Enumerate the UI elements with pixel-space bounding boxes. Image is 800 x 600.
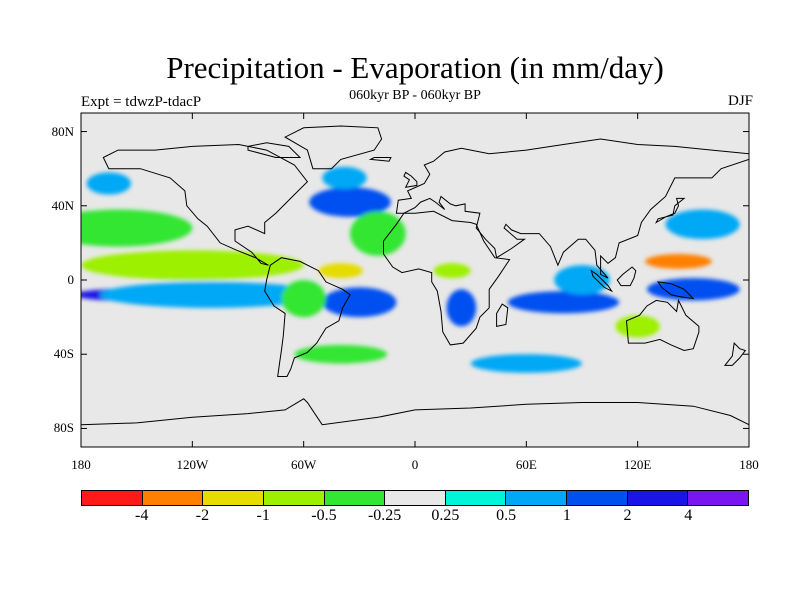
- coastline-japan: [654, 197, 686, 224]
- pme-region-11: [281, 280, 326, 318]
- colorbar-label-4: -0.25: [367, 507, 402, 524]
- coastline-sumatra: [590, 269, 614, 293]
- coastline-antarctica: [81, 398, 749, 447]
- lat-label-1: 40N: [51, 197, 74, 213]
- pme-region-19: [470, 354, 582, 373]
- pme-region-20: [294, 344, 388, 364]
- pme-region-21: [615, 315, 660, 338]
- axis-ticks: [80, 113, 750, 447]
- colorbar-swatch-10: [688, 491, 749, 505]
- pme-region-7: [322, 166, 367, 190]
- colorbar-label-9: 4: [684, 507, 693, 524]
- pme-region-5: [86, 172, 132, 195]
- lat-label-2: 0: [67, 272, 75, 287]
- lon-label-4: 60E: [515, 457, 537, 472]
- pme-region-17: [646, 278, 740, 301]
- colorbar-swatch-6: [445, 491, 507, 505]
- pme-region-4: [81, 209, 193, 247]
- colorbar-swatch-4: [324, 491, 386, 505]
- lon-label-2: 60W: [291, 457, 317, 472]
- colorbar: [81, 490, 749, 506]
- colorbar-label-8: 2: [623, 507, 632, 524]
- lat-label-4: 80S: [53, 420, 74, 436]
- colorbar-swatch-8: [567, 491, 628, 505]
- coastline-madagascar: [496, 303, 509, 328]
- colorbar-swatch-5: [385, 491, 446, 505]
- coastline-uk: [403, 171, 418, 188]
- coastline-layer: [81, 125, 749, 447]
- lon-label-6: 180: [739, 457, 759, 472]
- pme-region-10: [350, 211, 406, 256]
- chart-subtitle: 060kyr BP - 060kyr BP: [349, 88, 481, 103]
- colorbar-label-6: 0.5: [496, 507, 517, 524]
- lat-label-3: 40S: [53, 346, 74, 362]
- coastline-africa: [383, 210, 511, 346]
- coastline-iceland: [368, 157, 392, 162]
- coastline-south-america: [264, 257, 351, 377]
- coastline-new-guinea: [657, 281, 695, 300]
- colorbar-label-0: -4: [135, 507, 149, 524]
- coastline-eurasia: [395, 138, 749, 279]
- pme-region-18: [665, 209, 740, 240]
- pme-field-layer: [81, 166, 740, 373]
- coastline-north-america: [102, 143, 309, 266]
- coastline-australia: [625, 298, 700, 352]
- colorbar-label-1: -2: [195, 507, 210, 524]
- colorbar-label-3: -0.5: [311, 507, 337, 524]
- coastline-greenland: [284, 125, 383, 170]
- coastline-borneo: [616, 266, 637, 287]
- lon-label-0: 180: [71, 457, 91, 472]
- pme-region-15: [554, 265, 610, 295]
- colorbar-swatch-2: [203, 491, 264, 505]
- lon-label-3: 0: [411, 457, 419, 472]
- lon-label-5: 120E: [623, 457, 652, 472]
- pme-region-8: [318, 263, 364, 279]
- pme-region-14: [507, 291, 620, 314]
- chart-title: Precipitation - Evaporation (in mm/day): [166, 50, 664, 85]
- colorbar-swatch-7: [506, 491, 568, 505]
- map-background: [81, 113, 749, 447]
- pme-region-12: [446, 289, 477, 327]
- experiment-label: Expt = tdwzP-tdacP: [81, 94, 202, 110]
- pme-region-1: [99, 281, 323, 308]
- pme-region-9: [322, 287, 397, 318]
- colorbar-swatch-3: [263, 491, 325, 505]
- pme-region-3: [81, 250, 304, 280]
- colorbar-swatch-9: [627, 491, 689, 505]
- colorbar-label-7: 1: [562, 507, 571, 524]
- coastline-new-zealand: [723, 342, 747, 366]
- pme-region-6: [309, 187, 391, 217]
- colorbar-label-2: -1: [256, 507, 270, 524]
- colorbar-label-5: 0.25: [431, 507, 460, 524]
- colorbar-swatch-0: [82, 491, 143, 505]
- pme-region-16: [645, 254, 712, 269]
- pme-region-13: [433, 263, 471, 279]
- season-label: DJF: [727, 93, 753, 109]
- coastline-baffin: [247, 142, 302, 158]
- lon-label-1: 120W: [176, 457, 209, 472]
- colorbar-swatch-1: [142, 491, 204, 505]
- lat-label-0: 80N: [51, 123, 74, 139]
